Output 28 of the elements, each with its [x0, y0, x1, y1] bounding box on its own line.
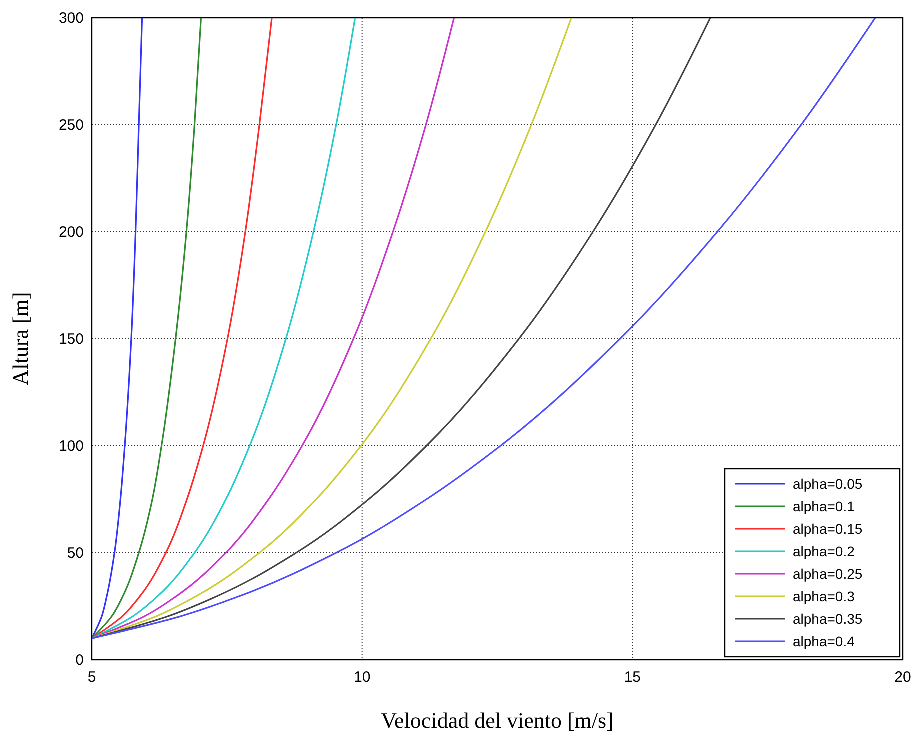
legend-label: alpha=0.15: [793, 521, 863, 537]
line-series: [92, 18, 273, 640]
x-tick-label: 15: [624, 669, 642, 686]
x-tick-label: 20: [894, 669, 912, 686]
legend-label: alpha=0.05: [793, 476, 863, 492]
legend-label: alpha=0.4: [793, 634, 856, 650]
y-tick-label: 150: [58, 331, 84, 348]
line-series: [92, 18, 712, 640]
x-axis-title: Velocidad del viento [m/s]: [381, 708, 614, 733]
y-tick-label: 50: [67, 545, 84, 562]
x-tick-label: 5: [88, 669, 96, 686]
y-axis-title: Altura [m]: [8, 292, 33, 386]
line-series: [92, 18, 356, 640]
y-tick-label: 250: [58, 117, 84, 134]
line-series: [92, 18, 456, 640]
legend-label: alpha=0.2: [793, 544, 856, 560]
y-tick-label: 0: [76, 652, 84, 669]
y-tick-label: 200: [58, 224, 84, 241]
line-series: [92, 18, 572, 640]
y-tick-label: 300: [58, 10, 84, 27]
line-series: [92, 18, 144, 640]
legend-label: alpha=0.3: [793, 588, 856, 604]
legend-label: alpha=0.25: [793, 566, 863, 582]
legend-label: alpha=0.35: [793, 611, 863, 627]
legend-label: alpha=0.1: [793, 498, 856, 514]
line-series: [92, 18, 202, 640]
x-tick-label: 10: [354, 669, 371, 686]
y-tick-label: 100: [58, 438, 84, 455]
